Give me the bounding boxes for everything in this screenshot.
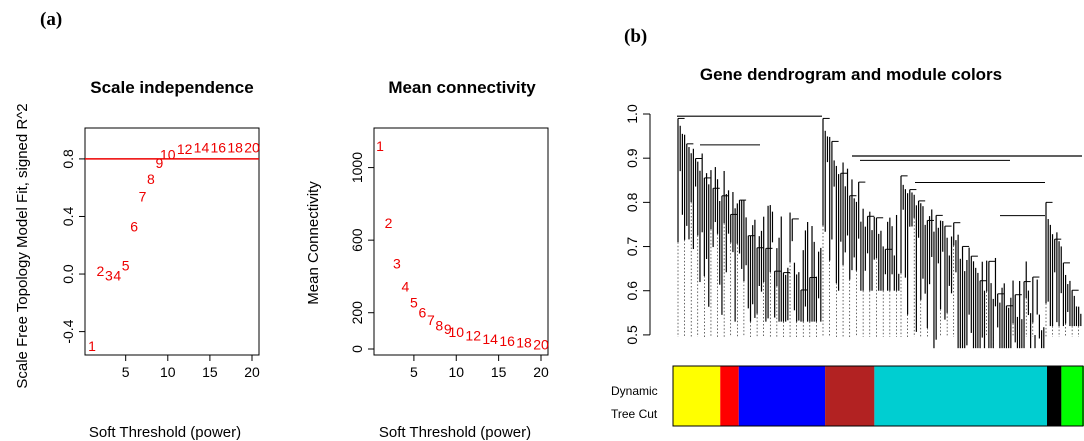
chart3-axes: 0.5 0.6 0.7 0.8 0.9 1.0 [624,104,651,345]
c3-ytick-label: 1.0 [624,104,640,124]
c2-point-label: 3 [393,256,401,272]
c1-xtick-label: 10 [160,364,176,380]
c1-xtick-label: 15 [202,364,218,380]
c1-point-label: 18 [227,139,243,155]
c1-point-label: 14 [194,139,210,155]
c1-point-label: 20 [244,139,260,155]
c1-point-label: 3 [105,267,113,283]
color-bar-label-line2: Tree Cut [611,407,658,421]
c2-point-label: 10 [448,324,464,340]
c3-ytick-label: 0.5 [624,325,640,345]
module-color-segment [738,366,826,426]
module-color-segment [825,366,875,426]
c3-ytick-label: 0.9 [624,148,640,168]
c3-ytick-label: 0.8 [624,192,640,212]
chart3-title: Gene dendrogram and module colors [700,65,1002,84]
dendrogram-tree [677,115,1082,349]
chart1-ylabel: Scale Free Topology Model Fit, signed R^… [14,103,31,388]
c3-ytick-label: 0.7 [624,237,640,257]
chart2-ylabel: Mean Connectivity [305,181,322,305]
module-color-bar-frame [672,365,1084,427]
mean-connectivity-chart: Mean connectivity Mean Connectivity Soft… [305,78,549,441]
c1-xtick-label: 5 [122,364,130,380]
c2-point-label: 7 [427,312,435,328]
c1-point-label: 10 [160,147,176,163]
panel-label-b: (b) [624,26,647,47]
c2-point-label: 8 [435,317,443,333]
c2-point-label: 2 [385,215,393,231]
c1-point-label: 9 [155,155,163,171]
module-color-bar [672,365,1084,427]
c1-point-label: 5 [122,257,130,273]
module-color-segment [874,366,1048,426]
c2-point-label: 5 [410,295,418,311]
c2-plot-frame [373,127,549,356]
c2-xtick-label: 5 [410,364,418,380]
c1-ytick-label: 0.8 [60,149,76,169]
c2-ytick-label: 200 [349,301,365,325]
c2-point-label: 16 [499,333,515,349]
c2-ytick-label: 1000 [349,152,365,183]
chart1-xlabel: Soft Threshold (power) [89,424,241,441]
c2-point-label: 4 [402,278,410,294]
chart1-title: Scale independence [90,78,253,97]
c2-point-label: 20 [533,336,549,352]
chart1-axes: 5 10 15 20-0.40.00.40.8 [60,127,260,380]
c1-point-label: 7 [139,188,147,204]
c3-ytick-label: 0.6 [624,281,640,301]
c1-point-label: 16 [211,139,227,155]
c2-point-label: 18 [516,335,532,351]
c2-ytick-label: 0 [349,345,365,353]
c1-point-label: 2 [97,263,105,279]
c1-plot-frame [84,127,260,356]
c1-xtick-label: 20 [244,364,260,380]
c2-point-label: 6 [418,305,426,321]
module-color-segment [720,366,739,426]
c1-ytick-label: -0.4 [60,319,76,343]
color-bar-label-line1: Dynamic [611,384,658,398]
chart2-title: Mean connectivity [388,78,536,97]
c2-point-label: 12 [465,327,481,343]
c1-point-label: 4 [113,267,121,283]
c1-point-label: 12 [177,141,193,157]
c2-xtick-label: 15 [491,364,507,380]
c2-xtick-label: 20 [533,364,549,380]
c1-ytick-label: 0.4 [60,207,76,227]
c2-point-label: 1 [376,138,384,154]
module-color-segment [673,366,721,426]
scale-independence-chart: Scale independence Scale Free Topology M… [14,78,260,441]
c1-point-label: 8 [147,171,155,187]
module-color-segment [1061,366,1084,426]
chart2-xlabel: Soft Threshold (power) [379,424,531,441]
module-color-segment [1047,366,1062,426]
panel-label-a: (a) [40,9,62,30]
c2-xtick-label: 10 [448,364,464,380]
c2-ytick-label: 600 [349,228,365,252]
gene-dendrogram-chart: Gene dendrogram and module colors 0.5 0.6… [611,65,1084,427]
c1-point-label: 1 [88,338,96,354]
c1-point-label: 6 [130,219,138,235]
c2-point-label: 14 [482,331,498,347]
c2-point-label: 9 [444,321,452,337]
c1-ytick-label: 0.0 [60,264,76,284]
